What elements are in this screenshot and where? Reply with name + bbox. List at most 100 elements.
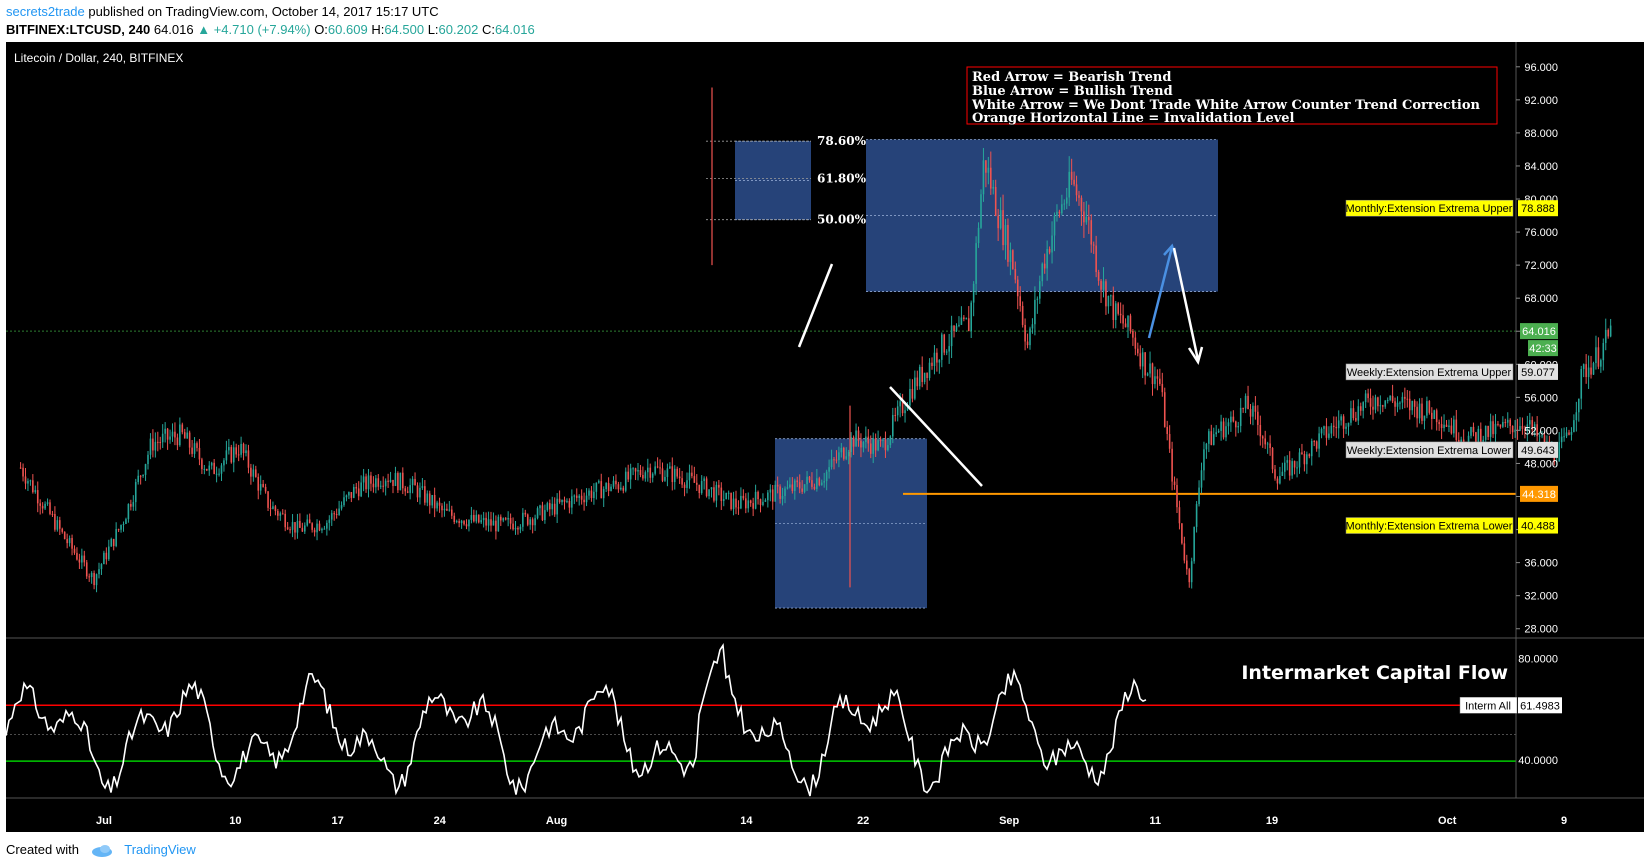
candle-body bbox=[1377, 397, 1379, 407]
candle-body bbox=[328, 519, 331, 523]
candle-body bbox=[134, 482, 137, 503]
candle-body bbox=[1070, 171, 1073, 180]
high-label: H: bbox=[371, 22, 385, 37]
candle-body bbox=[1355, 418, 1357, 421]
candle-body bbox=[176, 437, 179, 446]
candle-body bbox=[90, 573, 93, 578]
candle-body bbox=[1117, 303, 1119, 314]
extrema-label-bg bbox=[1345, 363, 1514, 381]
candle-body bbox=[210, 462, 213, 466]
candle-body bbox=[29, 480, 32, 482]
y-tick-label: 48.000 bbox=[1524, 458, 1558, 470]
candle-body bbox=[708, 489, 710, 497]
candle-body bbox=[578, 495, 580, 498]
candle-body bbox=[460, 520, 463, 524]
candle-body bbox=[642, 475, 644, 479]
candle-body bbox=[860, 440, 862, 448]
candle-body bbox=[230, 447, 233, 463]
candle-body bbox=[130, 504, 132, 507]
candle-body bbox=[977, 227, 980, 244]
candle-body bbox=[1090, 220, 1093, 245]
candle-body bbox=[899, 401, 901, 407]
candle-body bbox=[433, 494, 436, 509]
candle-body bbox=[492, 520, 495, 526]
candle-body bbox=[83, 555, 86, 563]
candle-body bbox=[301, 527, 304, 532]
candle-body bbox=[1264, 438, 1266, 445]
candle-body bbox=[931, 362, 933, 367]
candle-body bbox=[1306, 454, 1308, 465]
candle-body bbox=[438, 502, 441, 506]
candle-body bbox=[294, 522, 296, 533]
candle-body bbox=[612, 480, 615, 487]
candle-body bbox=[362, 476, 365, 483]
extrema-value-tag: 78.888 bbox=[1521, 203, 1555, 215]
candle-body bbox=[436, 502, 438, 509]
candle-body bbox=[1401, 396, 1404, 403]
candle-body bbox=[232, 447, 235, 463]
candle-body bbox=[1276, 478, 1279, 484]
candle-body bbox=[1193, 526, 1195, 562]
candle-body bbox=[1019, 296, 1021, 306]
candle-body bbox=[762, 501, 764, 505]
candle-body bbox=[1352, 408, 1355, 419]
candle-body bbox=[1078, 195, 1080, 198]
candle-body bbox=[1575, 412, 1578, 421]
candle-body bbox=[267, 491, 269, 508]
candle-body bbox=[142, 474, 144, 477]
candle-body bbox=[590, 490, 593, 499]
candle-body bbox=[1411, 400, 1413, 411]
candle-body bbox=[1114, 303, 1117, 321]
candle-body bbox=[1043, 263, 1046, 269]
candle-body bbox=[375, 478, 377, 488]
candle-body bbox=[1031, 324, 1034, 329]
candle-body bbox=[1445, 424, 1448, 427]
y-tick-label: 68.000 bbox=[1524, 293, 1558, 305]
candle-body bbox=[703, 478, 705, 482]
chart-canvas[interactable]: 78.60% 61.80% 50.00% 96.000 92.000 88.000 84.… bbox=[6, 42, 1644, 832]
candle-body bbox=[580, 495, 583, 500]
candle-body bbox=[830, 459, 833, 468]
y-tick-label: 92.000 bbox=[1524, 95, 1558, 107]
candle-body bbox=[887, 445, 889, 451]
candle-body bbox=[1210, 431, 1213, 445]
candle-body bbox=[921, 366, 923, 382]
symbol-label: BITFINEX:LTCUSD, 240 bbox=[6, 22, 151, 37]
y-tick-label: 32.000 bbox=[1524, 591, 1558, 603]
candle-body bbox=[980, 194, 982, 228]
fib-label: 61.80% bbox=[817, 171, 867, 185]
candle-body bbox=[735, 498, 737, 508]
candle-body bbox=[242, 443, 245, 454]
candle-body bbox=[384, 480, 387, 487]
candle-body bbox=[1190, 561, 1193, 583]
author-link[interactable]: secrets2trade bbox=[6, 4, 85, 19]
candle-body bbox=[201, 459, 203, 470]
candle-body bbox=[485, 517, 487, 526]
candle-body bbox=[688, 472, 691, 481]
extrema-label: Weekly:Extension Extrema Lower bbox=[1347, 445, 1512, 457]
candle-body bbox=[882, 439, 884, 441]
candle-body bbox=[1092, 244, 1095, 246]
candle-body bbox=[776, 484, 779, 487]
candle-body bbox=[480, 520, 482, 523]
candle-body bbox=[1298, 452, 1301, 468]
candle-body bbox=[509, 518, 512, 524]
candle-body bbox=[1110, 295, 1112, 297]
candle-body bbox=[245, 450, 247, 454]
candle-body bbox=[818, 478, 821, 486]
candle-body bbox=[563, 499, 566, 502]
candle-body bbox=[1369, 398, 1372, 407]
candle-body bbox=[811, 480, 813, 487]
candle-body bbox=[318, 523, 321, 531]
candle-body bbox=[357, 488, 360, 497]
candle-body bbox=[781, 495, 784, 499]
candle-body bbox=[1230, 416, 1232, 423]
candle-body bbox=[1134, 337, 1137, 349]
last-price-tag-bg bbox=[1520, 323, 1558, 340]
y-tick-label: 28.000 bbox=[1524, 624, 1558, 636]
candle-body bbox=[284, 513, 286, 528]
candle-body bbox=[323, 528, 326, 530]
price-change: ▲ +4.710 (+7.94%) bbox=[197, 22, 311, 37]
tradingview-link[interactable]: TradingView bbox=[124, 842, 196, 857]
candle-body bbox=[306, 519, 309, 526]
